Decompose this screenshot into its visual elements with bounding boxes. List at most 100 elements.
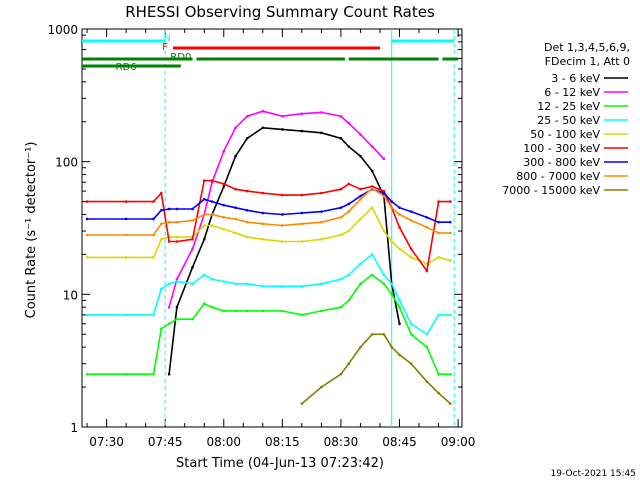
x-tick-label: 07:30: [89, 435, 124, 449]
series-point: [437, 220, 440, 224]
series-point: [320, 237, 323, 241]
series-point: [234, 154, 237, 158]
series-point: [437, 372, 440, 376]
series-point: [281, 309, 284, 313]
series-point: [159, 222, 163, 226]
series-point: [175, 277, 179, 281]
series-point: [320, 191, 323, 195]
series-point: [347, 273, 351, 277]
series-point: [261, 309, 265, 313]
series-point: [159, 287, 163, 291]
series-point: [320, 131, 323, 135]
series-point: [245, 220, 249, 224]
series-point: [370, 332, 374, 336]
series-point: [85, 233, 89, 237]
series-point: [398, 305, 401, 309]
series-point: [409, 219, 413, 222]
series-point: [390, 345, 394, 349]
series-point: [359, 187, 362, 191]
series-point: [191, 247, 194, 251]
series-point: [167, 282, 171, 286]
legend-label: 25 - 50 keV: [537, 114, 600, 127]
series-point: [359, 217, 362, 221]
series-point: [175, 280, 179, 283]
series-point: [222, 227, 226, 231]
series-point: [390, 206, 394, 209]
series-point: [234, 217, 237, 221]
series-point: [398, 226, 401, 229]
series-point: [167, 305, 171, 309]
series-point: [437, 231, 440, 235]
series-point: [347, 145, 351, 148]
series-point: [382, 273, 386, 277]
series-point: [167, 220, 171, 224]
x-tick-label: 08:15: [265, 435, 300, 449]
series-point: [425, 332, 429, 336]
series-point: [339, 137, 343, 140]
series-point: [261, 284, 265, 288]
series-point: [425, 269, 429, 273]
series-point: [300, 222, 304, 226]
series-point: [191, 219, 194, 222]
annotation-rd6: RD6: [116, 62, 137, 73]
series-point: [245, 189, 249, 193]
series-point: [437, 391, 440, 395]
series-point: [339, 216, 343, 219]
series-point: [448, 259, 452, 262]
annotation-f: F: [162, 42, 168, 53]
series-point: [382, 332, 386, 336]
series-point: [152, 217, 155, 221]
series-point: [222, 203, 226, 207]
series-point: [359, 154, 362, 158]
series-point: [124, 256, 128, 259]
series-point: [390, 282, 394, 286]
series-point: [191, 207, 194, 211]
series-point: [124, 372, 128, 376]
series-point: [191, 282, 194, 286]
series-point: [210, 224, 214, 227]
series-point: [202, 273, 206, 277]
series-point: [382, 229, 386, 233]
timestamp: 19-Oct-2021 15:45: [551, 469, 636, 479]
x-tick-label: 09:00: [441, 435, 476, 449]
series-point: [85, 372, 89, 376]
y-tick-label: 1000: [47, 23, 78, 37]
series-point: [261, 211, 265, 215]
series-point: [425, 226, 429, 229]
series-point: [175, 305, 179, 309]
series-point: [437, 256, 440, 259]
series-point: [448, 200, 452, 203]
series-point: [409, 256, 413, 259]
series-point: [167, 372, 171, 376]
series-point: [167, 322, 171, 326]
legend-header-line-2: FDecim 1, Att 0: [545, 55, 630, 68]
series-point: [191, 317, 194, 321]
series-point: [281, 213, 284, 216]
legend-label: 6 - 12 keV: [544, 86, 600, 99]
series-point: [382, 282, 386, 286]
x-tick-label: 08:00: [206, 435, 241, 449]
x-tick-label: 07:45: [148, 435, 183, 449]
series-point: [339, 206, 343, 209]
series-point: [370, 206, 374, 209]
series-point: [124, 217, 128, 221]
series-point: [347, 299, 351, 302]
series-point: [159, 208, 163, 212]
series-point: [300, 129, 304, 133]
series-point: [152, 233, 155, 237]
series-point: [409, 362, 413, 366]
series-point: [222, 149, 226, 153]
chart-title: RHESSI Observing Summary Count Rates: [125, 3, 435, 21]
series-point: [448, 220, 452, 224]
series-point: [409, 210, 413, 213]
series-point: [245, 208, 249, 212]
series-point: [359, 262, 362, 266]
series-point: [210, 200, 214, 203]
series-point: [425, 216, 429, 219]
series-point: [398, 247, 401, 251]
series-point: [202, 213, 206, 216]
series-point: [448, 372, 452, 376]
legend-label: 7000 - 15000 keV: [502, 184, 600, 197]
series-line-3: [87, 253, 451, 336]
